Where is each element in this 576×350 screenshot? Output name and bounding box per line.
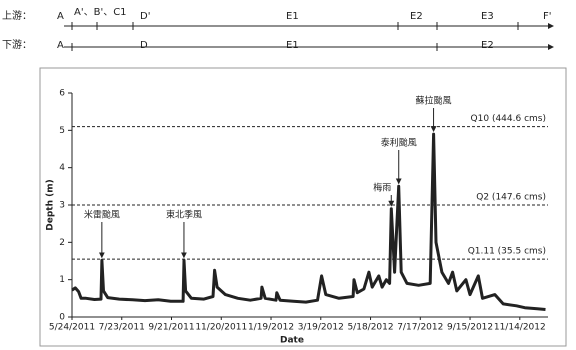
y-tick-label: 2	[59, 238, 65, 248]
segment-label: E1	[286, 40, 299, 51]
segment-label: E2	[481, 40, 494, 51]
x-tick-label: 5/24/2011	[49, 323, 95, 333]
x-tick-label: 5/18/2012	[347, 323, 393, 333]
segment-label: D'	[140, 11, 150, 22]
y-tick-label: 6	[59, 89, 65, 99]
reference-label: Q10 (444.6 cms)	[471, 114, 546, 124]
x-tick-label: 7/23/2011	[99, 323, 145, 333]
segment-label: E3	[481, 11, 494, 22]
segment-label: E2	[410, 11, 423, 22]
x-tick-label: 11/14/2012	[494, 323, 546, 333]
segment-label: A	[57, 11, 64, 22]
data-line	[71, 132, 546, 311]
annotation: 蘇拉颱風	[416, 95, 452, 107]
timeline-ticks	[71, 43, 438, 51]
segment-label: A'、B'、C1	[74, 7, 127, 18]
reference-label: Q2 (147.6 cms)	[476, 193, 546, 203]
segment-label: A	[57, 40, 64, 51]
timeline: 上游： A A'、B'、C1 D' E1 E2 E3 F' 下游： A D E1…	[2, 7, 554, 51]
annotation: 泰利颱風	[381, 137, 417, 149]
timeline-label: 上游：	[2, 9, 32, 22]
x-tick-label: 1/19/2012	[248, 323, 294, 333]
x-tick-label: 9/15/2012	[447, 323, 493, 333]
y-tick-label: 0	[59, 313, 65, 323]
y-axis-label: Depth (m)	[46, 179, 56, 230]
y-tick-label: 3	[59, 201, 65, 211]
segment-label: F'	[543, 11, 552, 22]
y-tick-label: 5	[59, 126, 65, 136]
x-tick-label: 7/17/2012	[397, 323, 443, 333]
y-tick-label: 1	[59, 275, 65, 285]
x-tick-label: 9/21/2011	[148, 323, 194, 333]
segment-label: E1	[286, 11, 299, 22]
timeline-label: 下游：	[2, 38, 32, 51]
annotation: 東北季風	[166, 209, 202, 221]
annotation: 梅雨	[373, 182, 391, 194]
y-tick-label: 4	[59, 163, 65, 173]
chart-frame	[39, 67, 567, 347]
timeline-ticks	[71, 22, 519, 30]
reference-label: Q1.11 (35.5 cms)	[468, 247, 546, 257]
segment-label: D	[140, 40, 148, 51]
x-tick-label: 3/19/2012	[298, 323, 344, 333]
annotation: 米雷颱風	[84, 209, 120, 221]
x-axis-label: Date	[280, 336, 304, 346]
x-tick-label: 11/20/2011	[195, 323, 247, 333]
